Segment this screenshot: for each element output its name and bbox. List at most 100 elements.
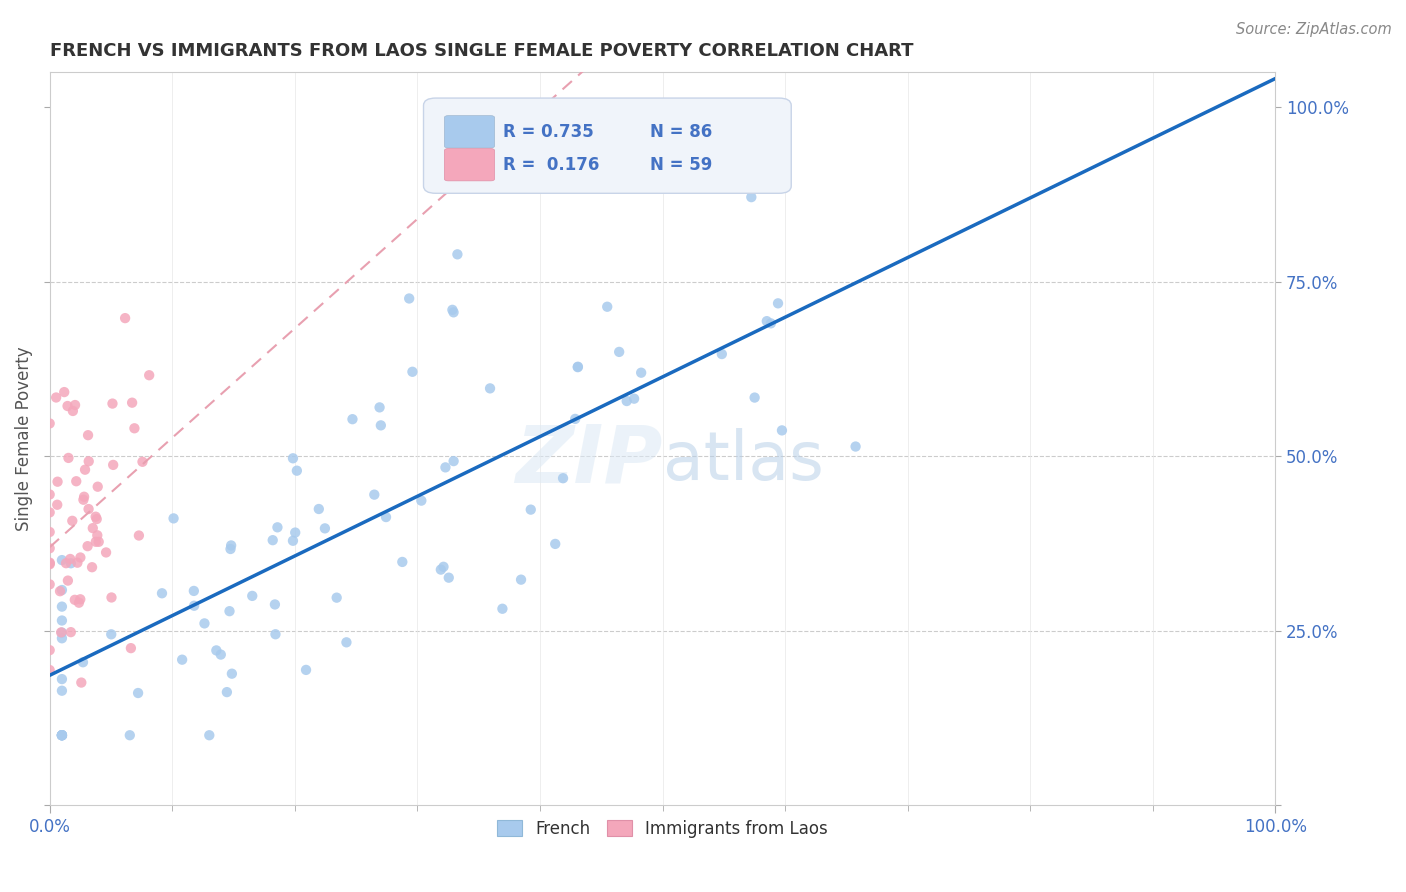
Point (219, 538, 242, 552)
Point (38, 556, 60, 570)
Point (193, 616, 215, 631)
Point (51, 599, 73, 614)
Point (38, 558, 60, 572)
Point (607, 345, 630, 359)
Point (51, 582, 73, 597)
Point (172, 653, 194, 667)
Legend: French, Immigrants from Laos: French, Immigrants from Laos (491, 813, 835, 845)
Point (264, 598, 287, 612)
Point (82, 521, 104, 535)
Point (38, 524, 60, 539)
Point (411, 493, 433, 508)
Point (240, 589, 263, 603)
Point (551, 471, 574, 485)
Point (567, 359, 589, 374)
Point (84, 534, 107, 549)
Point (51, 683, 73, 698)
Point (63, 592, 86, 607)
Point (38, 577, 60, 591)
Point (845, 440, 868, 454)
Point (77, 502, 100, 516)
Point (94, 545, 117, 559)
Point (69, 550, 91, 565)
Point (342, 412, 364, 426)
Point (264, 627, 287, 641)
Point (49, 625, 72, 640)
Point (38, 487, 60, 501)
Point (198, 728, 221, 742)
Point (398, 292, 420, 306)
Point (38, 663, 60, 677)
Point (744, 391, 766, 405)
Point (46, 475, 69, 489)
Point (101, 396, 124, 410)
Point (325, 591, 347, 605)
Point (87, 534, 110, 549)
Point (127, 686, 149, 700)
Point (138, 368, 160, 383)
Point (131, 455, 153, 469)
Point (567, 360, 589, 375)
Point (183, 583, 205, 598)
Point (38, 541, 60, 556)
Point (430, 563, 453, 577)
Point (446, 247, 468, 261)
Point (55, 556, 77, 570)
Point (51, 672, 73, 686)
Point (59, 625, 82, 640)
Point (38, 557, 60, 571)
Point (284, 525, 307, 540)
Point (38, 505, 60, 519)
Point (335, 635, 357, 649)
Text: R = 0.735: R = 0.735 (503, 123, 593, 141)
Text: R =  0.176: R = 0.176 (503, 156, 599, 174)
Point (58, 450, 80, 465)
Point (370, 418, 392, 433)
Point (100, 591, 122, 605)
Point (51, 632, 73, 646)
Point (616, 394, 638, 409)
Point (66, 556, 89, 570)
Point (401, 365, 423, 379)
Point (219, 541, 242, 556)
Point (308, 502, 330, 516)
Point (183, 599, 205, 613)
Point (128, 528, 150, 542)
Text: atlas: atlas (662, 427, 824, 493)
Point (60, 514, 83, 528)
Point (100, 627, 122, 641)
Point (770, 423, 793, 437)
Point (46, 498, 69, 512)
Point (432, 559, 454, 574)
Point (596, 300, 619, 314)
Point (114, 311, 136, 326)
Point (80, 560, 103, 574)
Point (443, 305, 465, 319)
Point (49, 584, 72, 599)
Point (510, 573, 533, 587)
FancyBboxPatch shape (444, 116, 495, 148)
Point (218, 604, 240, 618)
Point (759, 317, 782, 331)
Point (285, 464, 308, 478)
Text: N = 86: N = 86 (651, 123, 713, 141)
Point (162, 511, 184, 525)
Point (443, 454, 465, 468)
Point (51, 614, 73, 628)
Point (124, 421, 146, 435)
Point (84, 509, 107, 524)
FancyBboxPatch shape (444, 149, 495, 181)
Point (86, 528, 108, 542)
Point (441, 302, 464, 317)
Point (45, 391, 67, 405)
Point (67, 596, 90, 610)
Point (101, 458, 124, 472)
Point (434, 460, 457, 475)
Point (86, 512, 108, 526)
Point (266, 520, 288, 534)
Text: Source: ZipAtlas.com: Source: ZipAtlas.com (1236, 22, 1392, 37)
Text: ZIP: ZIP (515, 422, 662, 500)
Point (38, 417, 60, 431)
Point (76, 539, 98, 553)
FancyBboxPatch shape (423, 98, 792, 194)
